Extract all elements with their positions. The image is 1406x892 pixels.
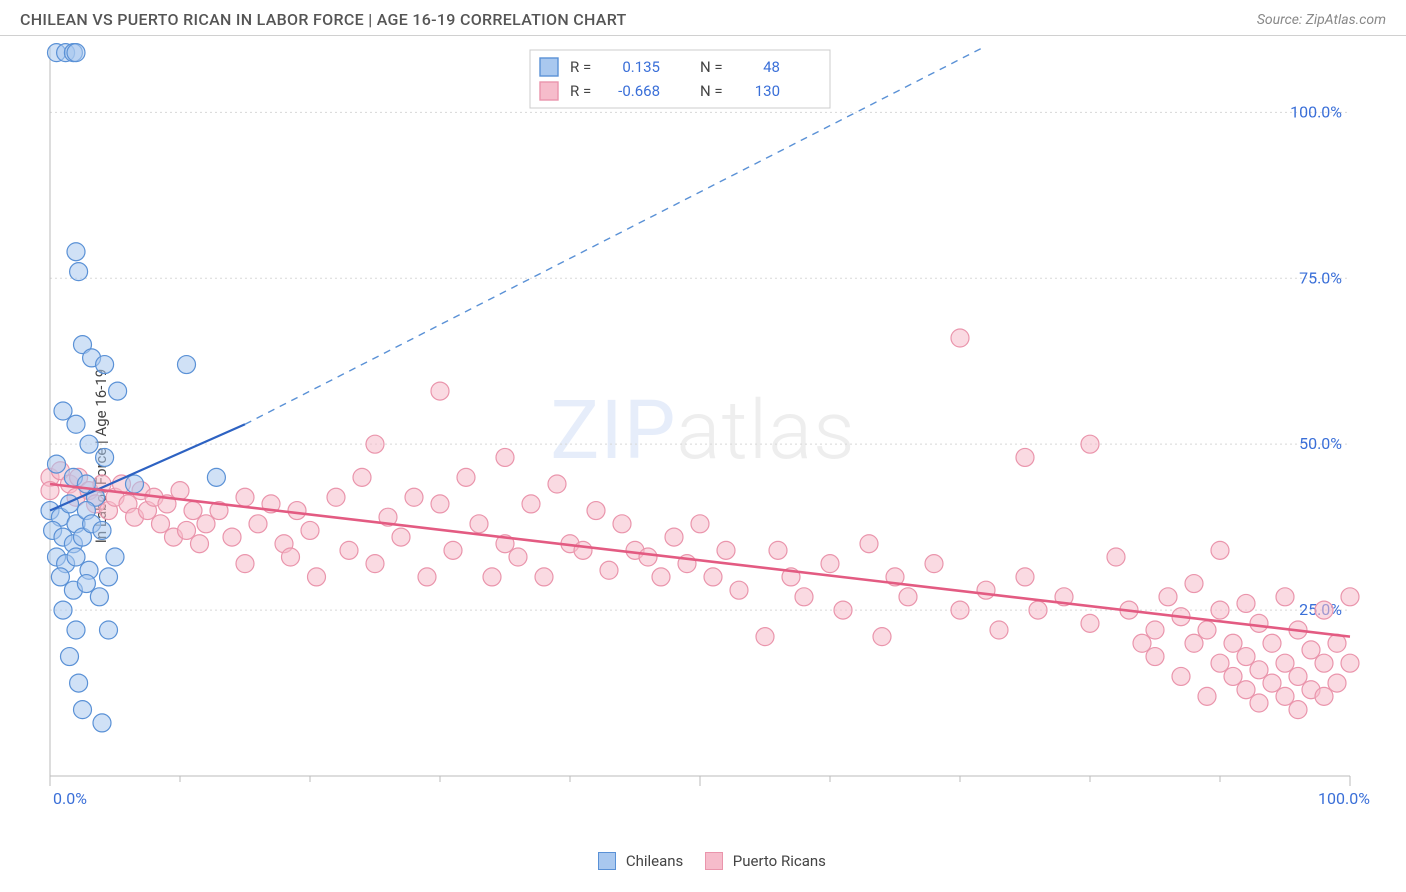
svg-text:0.0%: 0.0% — [53, 789, 87, 808]
legend-swatch-chileans — [598, 852, 616, 870]
svg-text:R =: R = — [570, 82, 591, 100]
svg-text:130: 130 — [755, 82, 780, 100]
svg-text:N =: N = — [700, 58, 723, 76]
scatter-plot: 25.0%50.0%75.0%100.0%0.0%100.0%R =0.135N… — [40, 36, 1390, 836]
svg-text:N =: N = — [700, 82, 723, 100]
bottom-legend: Chileans Puerto Ricans — [0, 852, 1406, 870]
chart-header: CHILEAN VS PUERTO RICAN IN LABOR FORCE |… — [0, 0, 1406, 36]
svg-text:0.135: 0.135 — [622, 58, 660, 76]
source-label: Source: ZipAtlas.com — [1257, 12, 1386, 28]
svg-text:75.0%: 75.0% — [1299, 268, 1342, 287]
svg-text:-0.668: -0.668 — [618, 82, 660, 100]
legend-label-puerto-ricans: Puerto Ricans — [733, 852, 826, 870]
legend-swatch-puerto-ricans — [705, 852, 723, 870]
legend-label-chileans: Chileans — [626, 852, 683, 870]
svg-text:100.0%: 100.0% — [1290, 102, 1342, 121]
chart-title: CHILEAN VS PUERTO RICAN IN LABOR FORCE |… — [20, 10, 627, 29]
svg-text:48: 48 — [763, 58, 780, 76]
svg-text:R =: R = — [570, 58, 591, 76]
chart-area: In Labor Force | Age 16-19 ZIPatlas 25.0… — [0, 36, 1406, 876]
svg-text:100.0%: 100.0% — [1318, 789, 1370, 808]
svg-text:50.0%: 50.0% — [1299, 434, 1342, 453]
